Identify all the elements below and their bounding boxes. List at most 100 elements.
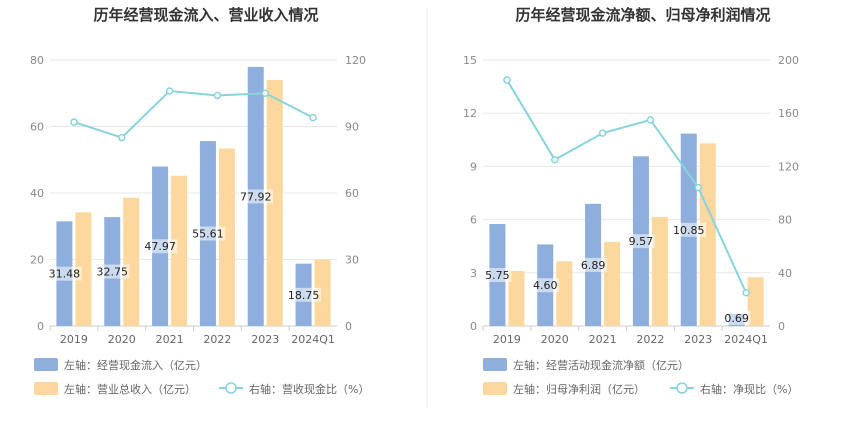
bar-series-2 [508,271,525,326]
chart-title: 历年经营现金流净额、归母净利润情况 [515,6,770,24]
left-axis-tick: 80 [30,54,44,67]
legend-swatch-bar-2 [34,382,58,395]
line-point [694,183,702,192]
data-label-bg [626,234,655,249]
right-axis-tick: 40 [778,267,792,280]
right-axis-tick: 30 [345,254,359,267]
chart-panel-2: 历年经营现金流净额、归母净利润情况 0 3 6 9 12 15 0 40 80 120 160 200 2… [463,6,799,396]
line-point [598,129,607,137]
data-label: 4.60 [533,279,558,292]
bar-series-2 [314,259,331,326]
left-axis-tick: 0 [470,320,477,333]
data-label: 9.57 [629,235,654,248]
left-axis-tick: 60 [30,121,44,134]
line-point [213,91,222,100]
legend-label: 右轴：净现比（%） [700,382,798,396]
x-axis-tick: 2024Q1 [291,333,335,346]
x-axis-tick: 2019 [493,333,521,346]
data-label: 6.89 [581,259,606,272]
legend-swatch-line-point [225,382,237,394]
right-axis-tick: 120 [778,160,799,173]
left-axis-tick: 3 [470,267,477,280]
line-series [73,89,314,139]
right-axis-tick: 60 [345,187,359,200]
legend-swatch-bar-1 [34,358,58,371]
data-label: 47.97 [144,240,176,253]
bar-series-2 [651,216,668,326]
x-axis-tick: 2019 [60,333,88,346]
bar-series-2 [123,197,140,326]
left-axis-tick: 0 [37,320,44,333]
bar-series-2 [171,175,188,326]
data-label: 77.92 [240,190,272,203]
x-axis-tick: 2021 [156,333,184,346]
data-label: 10.85 [673,224,705,237]
legend-label: 右轴：营收现金比（%） [249,382,369,396]
line-series [506,79,747,294]
right-axis-tick: 80 [778,214,792,227]
data-label-bg [579,257,608,272]
data-label-bg [531,278,560,293]
line-point [309,113,317,122]
left-axis-tick: 9 [470,160,477,173]
x-axis-tick: 2020 [108,333,136,346]
left-axis-tick: 15 [463,54,477,67]
x-axis-tick: 2023 [684,333,712,346]
line-point [118,133,126,142]
data-label-bg [190,226,226,241]
bar-series-2 [556,261,573,326]
data-label-bg [671,222,706,237]
legend-label: 左轴：经营活动现金流净额（亿元） [513,358,689,372]
x-axis-tick: 2022 [203,333,231,346]
data-label-bg [47,266,82,281]
left-axis-tick: 6 [470,214,477,227]
legend-swatch-bar-1 [483,358,507,371]
bar-series-2 [218,148,235,326]
data-label-bg [483,268,512,283]
data-label-bg [95,264,130,279]
x-axis-tick: 2024Q1 [724,333,768,346]
data-label-bg [286,287,321,302]
x-axis-tick: 2022 [636,333,664,346]
data-label: 0.69 [724,312,749,325]
left-axis-tick: 12 [463,107,477,120]
bar-series-2 [747,277,764,326]
right-axis-tick: 120 [345,54,366,67]
x-axis-tick: 2023 [251,333,279,346]
data-label: 5.75 [485,269,510,282]
line-point [646,116,655,124]
chart-title: 历年经营现金流入、营业收入情况 [93,6,318,24]
line-point [165,87,174,95]
line-point [742,289,750,297]
data-label-bg [238,189,273,204]
legend-label: 左轴：营业总收入（亿元） [64,382,196,396]
bar-series-2 [699,143,716,326]
line-point [70,118,78,126]
data-label: 32.75 [97,266,129,279]
legend-label: 左轴：归母净利润（亿元） [513,382,645,396]
right-axis-tick: 200 [778,54,799,67]
left-axis-tick: 40 [30,187,44,200]
legend-swatch-bar-2 [483,382,507,395]
data-label: 18.75 [288,289,320,302]
right-axis-tick: 0 [778,320,785,333]
bar-series-2 [604,241,621,326]
line-point [551,156,559,164]
bar-series-2 [75,212,92,326]
x-axis-tick: 2021 [589,333,617,346]
x-axis-tick: 2020 [541,333,569,346]
right-axis-tick: 90 [345,121,359,134]
left-axis-tick: 20 [30,254,44,267]
line-point [261,89,269,97]
data-label: 55.61 [192,228,224,241]
data-label: 31.48 [49,268,81,281]
legend-swatch-line-point [676,382,688,394]
legend-label: 左轴：经营现金流入（亿元） [64,358,207,372]
right-axis-tick: 160 [778,107,799,120]
line-point [503,76,511,84]
bar-series-2 [266,79,283,326]
chart-panel-1: 历年经营现金流入、营业收入情况 0 20 40 60 80 0 30 60 90 120 2019 31… [30,6,369,396]
right-axis-tick: 0 [345,320,352,333]
